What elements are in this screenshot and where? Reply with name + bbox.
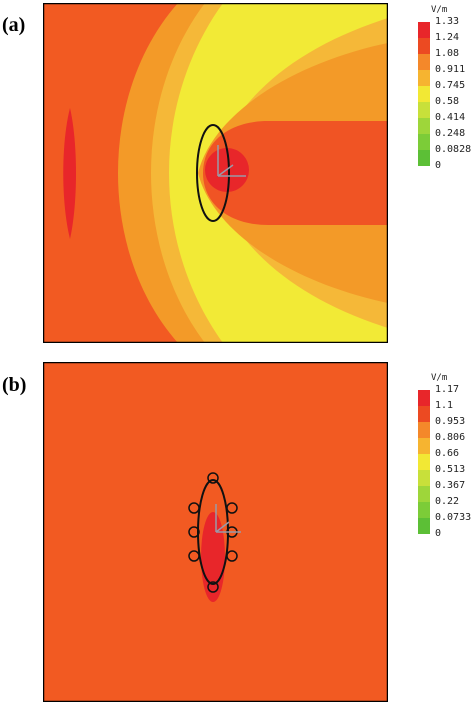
colorbar-a: V/m 1.33 1.24 1.08 0.911 0.745 0.58 0.414 0.248… (401, 0, 474, 190)
colorbar-unit: V/m (431, 373, 448, 383)
colorbar-tick-label: 0.745 (435, 80, 466, 91)
colorbar-swatches (418, 22, 430, 166)
colorbar-tick-label: 1.1 (435, 400, 454, 411)
colorbar-tick-label: 0 (435, 528, 442, 539)
colorbar-swatch (418, 470, 430, 486)
particle-outline (196, 124, 230, 222)
colorbar-swatch (418, 118, 430, 134)
colorbar-swatch (418, 390, 430, 406)
colorbar-swatches (418, 390, 430, 534)
colorbar-tick-label: 0 (435, 160, 442, 171)
colorbar-swatch (418, 454, 430, 470)
colorbar-tick-label: 0.66 (435, 448, 460, 459)
colorbar-swatch (418, 54, 430, 70)
colorbar-tick-label: 0.414 (435, 112, 466, 123)
colorbar-swatch (418, 70, 430, 86)
colorbar-swatch (418, 86, 430, 102)
colorbar-tick-label: 0.0828 (435, 144, 472, 155)
colorbar-tick-label: 0.513 (435, 464, 466, 475)
colorbar-swatch (418, 38, 430, 54)
colorbar-tick-label: 0.248 (435, 128, 466, 139)
colorbar-unit: V/m (431, 5, 448, 15)
colorbar-tick-label: 1.08 (435, 48, 460, 59)
colorbar-swatch (418, 134, 430, 150)
field-plot-b (43, 362, 388, 702)
colorbar-tick-label: 0.953 (435, 416, 466, 427)
colorbar-swatch (418, 22, 430, 38)
colorbar-swatch (418, 102, 430, 118)
colorbar-b: V/m 1.17 1.1 0.953 0.806 0.66 0.513 0.367 0.22 0… (401, 368, 474, 558)
colorbar-swatch (418, 502, 430, 518)
colorbar-tick-label: 1.33 (435, 16, 460, 27)
axis-glyph-icon (215, 504, 241, 533)
field-plot-a (43, 3, 388, 343)
colorbar-tick-label: 0.0733 (435, 512, 472, 523)
field-contour-red-inner (203, 121, 388, 225)
colorbar-swatch (418, 438, 430, 454)
field-hotspot-center (201, 512, 225, 602)
colorbar-swatch (418, 518, 430, 534)
colorbar-tick-label: 0.22 (435, 496, 460, 507)
colorbar-tick-label: 0.806 (435, 432, 466, 443)
colorbar-tick-label: 1.24 (435, 32, 460, 43)
colorbar-tick-label: 0.367 (435, 480, 466, 491)
colorbar-tick-label: 0.911 (435, 64, 466, 75)
colorbar-swatch (418, 406, 430, 422)
field-contour-yellow (169, 3, 388, 343)
colorbar-tick-label: 1.17 (435, 384, 460, 395)
colorbar-swatch (418, 486, 430, 502)
panel-a-label: (a) (2, 14, 26, 36)
field-hotspot-left (63, 108, 76, 239)
colorbar-swatch (418, 150, 430, 166)
panel-b-label: (b) (2, 374, 27, 396)
colorbar-tick-label: 0.58 (435, 96, 460, 107)
colorbar-swatch (418, 422, 430, 438)
axis-glyph-icon (217, 145, 246, 177)
